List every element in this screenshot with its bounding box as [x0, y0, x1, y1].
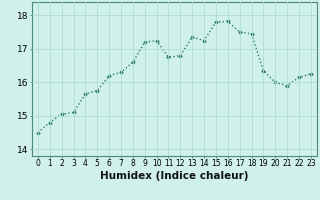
X-axis label: Humidex (Indice chaleur): Humidex (Indice chaleur) — [100, 171, 249, 181]
